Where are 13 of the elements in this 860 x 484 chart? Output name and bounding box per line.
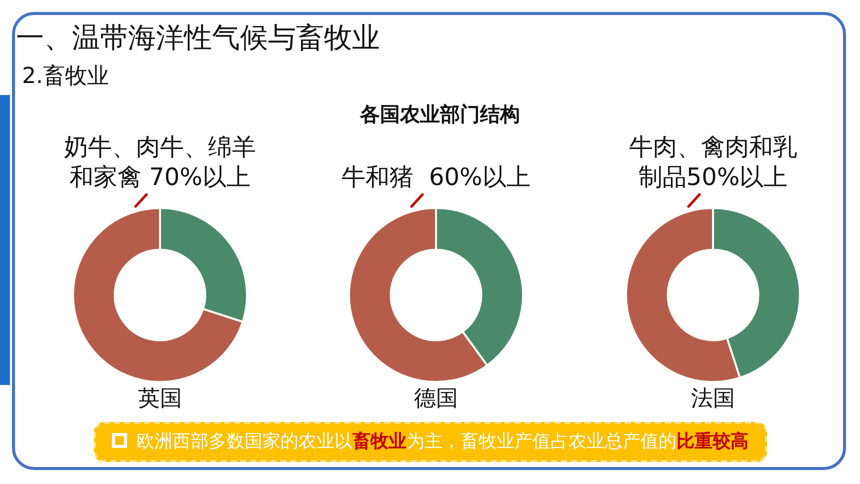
text: 欧洲西部多数国家的农业以: [136, 431, 352, 452]
text: 畜牧业: [352, 431, 406, 452]
text: 牛和猪 60%以上: [340, 162, 532, 192]
text: 奶牛、肉牛、绵羊和家禽 70%以上: [63, 132, 257, 192]
text: 一、温带海洋性气候与畜牧业: [16, 20, 380, 56]
text: 为主，畜牧业产值占农业总产值的: [406, 431, 676, 452]
text: 法国: [691, 386, 735, 412]
text: 比重较高: [676, 431, 748, 452]
text: 德国: [414, 386, 458, 412]
text: 英国: [138, 386, 182, 412]
text: 各国农业部门结构: [360, 101, 520, 127]
text: 2.畜牧业: [22, 63, 109, 91]
text: 牛肉、禽肉和乳制品50%以上: [628, 132, 798, 192]
